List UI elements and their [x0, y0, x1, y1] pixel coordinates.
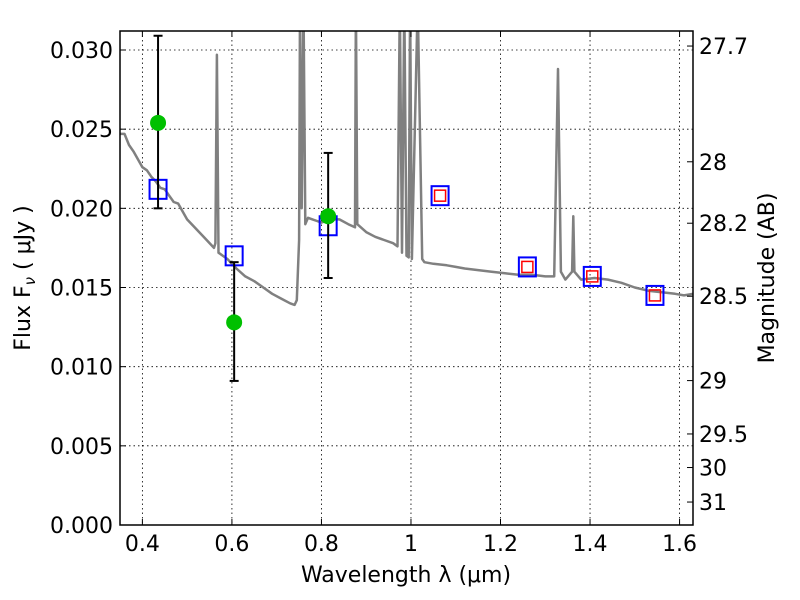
y2-tick-label: 27.7 — [699, 35, 748, 60]
y-tick-label: 0.000 — [50, 514, 113, 539]
model-flux-box — [430, 185, 450, 207]
y2-tick-label: 28.5 — [699, 285, 748, 310]
plot-area — [120, 31, 693, 382]
x-tick-label: 0.8 — [304, 532, 339, 557]
x-tick-label: 1 — [404, 532, 418, 557]
model-flux-inner-box — [433, 189, 447, 202]
y-axis-title-main: Flux F — [11, 285, 36, 350]
x-tick-label: 0.4 — [125, 532, 160, 557]
y-tick-label: 0.020 — [50, 197, 113, 222]
x-tick-label: 1.4 — [573, 532, 608, 557]
model-flux-box — [645, 284, 665, 306]
y-tick-label: 0.025 — [50, 118, 113, 143]
model-flux-inner-box — [586, 270, 599, 283]
y-tick-label: 0.030 — [50, 39, 113, 64]
observed-flux-point — [226, 314, 243, 331]
axis-ticks: 0.4 0.6 0.8 1 1.2 1.4 1.6 0.000 0.005 0.010 0.015 0… — [50, 31, 748, 557]
x-tick-label: 0.6 — [214, 532, 249, 557]
y-axis-title-unit: ( μJy ) — [11, 205, 36, 277]
y2-tick-label: 28 — [699, 151, 727, 176]
grid — [120, 31, 693, 526]
y-tick-label: 0.015 — [50, 277, 113, 302]
observed-flux-point — [150, 114, 167, 131]
plot-frame — [119, 30, 694, 526]
model-flux-box — [517, 256, 537, 278]
y2-tick-label: 29.5 — [699, 423, 748, 448]
y-tick-label: 0.010 — [50, 356, 113, 381]
model-flux-inner-box — [521, 260, 534, 274]
y2-axis-title: Magnitude (AB) — [755, 193, 780, 364]
y2-tick-label: 29 — [699, 370, 727, 395]
y-axis-title: Flux Fν ( μJy ) — [11, 205, 39, 350]
x-tick-label: 1.6 — [662, 532, 697, 557]
y2-tick-label: 28.2 — [699, 212, 748, 237]
model-flux-inner-box — [648, 289, 662, 302]
model-flux-box — [582, 265, 602, 287]
observed-flux-point — [320, 208, 337, 225]
x-tick-label: 1.2 — [483, 532, 518, 557]
x-axis-title: Wavelength λ (μm) — [301, 563, 511, 588]
y2-tick-label: 31 — [699, 491, 727, 516]
template-spectrum-line — [120, 31, 693, 307]
y2-tick-label: 30 — [699, 457, 727, 482]
y-axis-title-sub: ν — [21, 277, 39, 285]
y-tick-label: 0.005 — [50, 435, 113, 460]
